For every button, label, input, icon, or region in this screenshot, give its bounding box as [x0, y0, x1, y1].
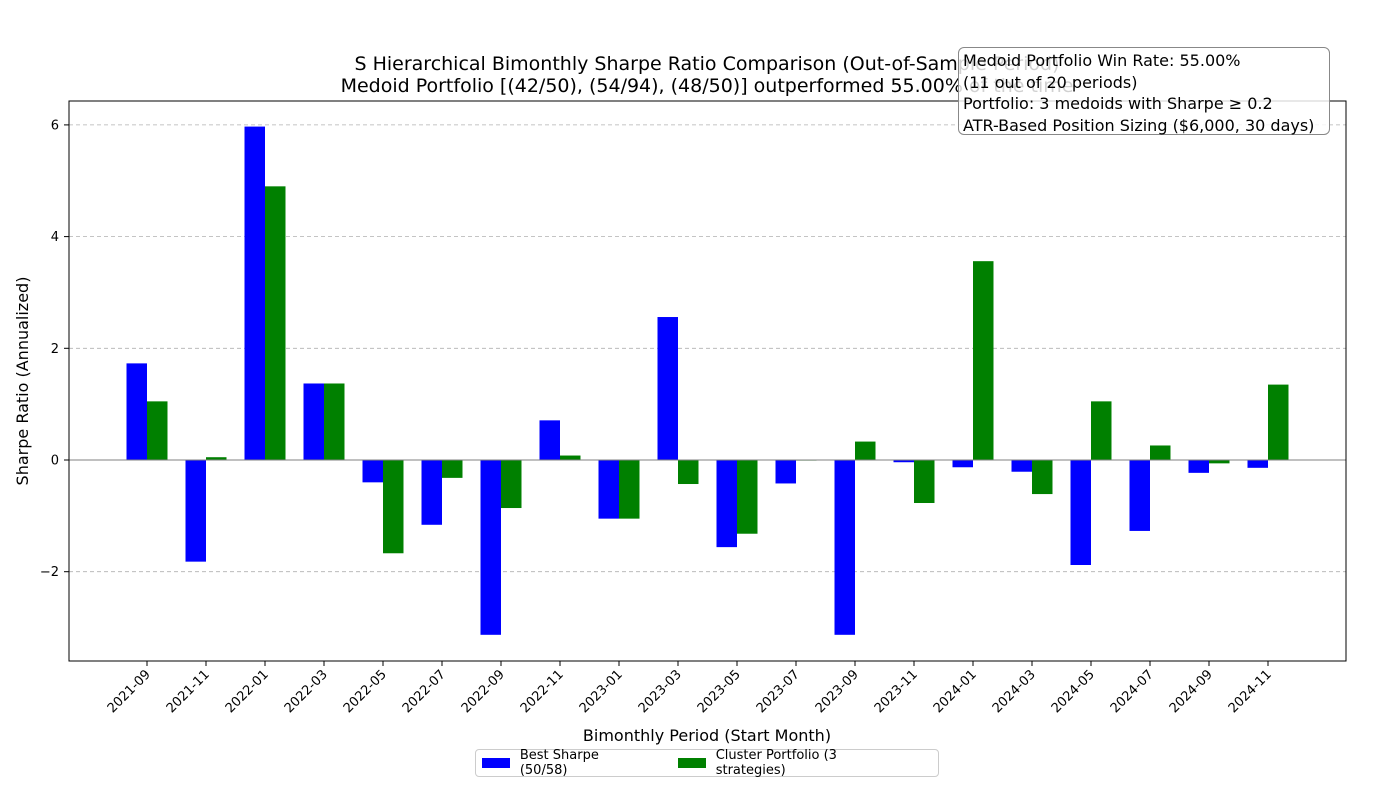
x-tick-label: 2023-03	[636, 667, 685, 716]
x-tick-label: 2024-01	[931, 667, 980, 716]
legend-swatch-best-sharpe	[482, 758, 510, 768]
bar-best-sharpe	[716, 460, 737, 548]
bar-cluster-portfolio	[383, 460, 404, 554]
y-tick-label: −2	[40, 565, 59, 580]
bar-best-sharpe	[893, 460, 914, 463]
bar-cluster-portfolio	[1091, 401, 1112, 460]
bar-cluster-portfolio	[855, 441, 876, 460]
x-tick-label: 2021-11	[164, 667, 213, 716]
bar-best-sharpe	[421, 460, 442, 525]
bar-best-sharpe	[1011, 460, 1032, 472]
bar-best-sharpe	[539, 420, 560, 460]
bar-best-sharpe	[303, 383, 324, 460]
bar-cluster-portfolio	[501, 460, 522, 509]
bar-cluster-portfolio	[442, 460, 463, 478]
bars	[126, 126, 1289, 635]
x-tick-label: 2024-11	[1226, 667, 1275, 716]
bar-cluster-portfolio	[1268, 384, 1289, 460]
y-tick-label: 4	[51, 230, 59, 245]
x-tick-label: 2023-05	[695, 667, 744, 716]
legend-label-cluster-portfolio: Cluster Portfolio (3 strategies)	[715, 748, 837, 778]
x-tick-label: 2024-07	[1108, 667, 1157, 716]
bar-best-sharpe	[1070, 460, 1091, 565]
bar-cluster-portfolio	[147, 401, 168, 460]
bar-best-sharpe	[244, 126, 265, 460]
x-tick-label: 2022-01	[223, 667, 272, 716]
bar-cluster-portfolio	[1209, 460, 1230, 464]
bar-cluster-portfolio	[737, 460, 758, 534]
annotation-line-3: Portfolio: 3 medoids with Sharpe ≥ 0.2	[963, 94, 1273, 113]
x-axis-label: Bimonthly Period (Start Month)	[583, 726, 831, 745]
x-tick-label: 2022-05	[341, 667, 390, 716]
x-axis-ticks: 2021-09 2021-11 2022-01 2022-03 2022-05 2022-…	[105, 661, 1275, 716]
bar-best-sharpe	[126, 363, 147, 460]
bar-best-sharpe	[1188, 460, 1209, 473]
bar-best-sharpe	[1129, 460, 1150, 531]
legend-label-best-sharpe: Best Sharpe (50/58)	[519, 748, 599, 778]
bar-best-sharpe	[480, 460, 501, 635]
bar-cluster-portfolio	[265, 186, 286, 460]
x-tick-label: 2023-11	[872, 667, 921, 716]
annotation-line-1: Medoid Portfolio Win Rate: 55.00%	[963, 51, 1241, 70]
bar-cluster-portfolio	[324, 383, 345, 460]
legend-item-best-sharpe: Best Sharpe (50/58)	[482, 748, 650, 778]
x-tick-label: 2022-07	[400, 667, 449, 716]
y-axis-ticks: 6 4 2 0 −2	[40, 118, 69, 580]
bar-cluster-portfolio	[619, 460, 640, 519]
chart-title: S Hierarchical Bimonthly Sharpe Ratio Co…	[354, 53, 1059, 75]
bar-best-sharpe	[598, 460, 619, 519]
bar-cluster-portfolio	[560, 455, 581, 460]
y-axis-label: Sharpe Ratio (Annualized)	[13, 277, 32, 486]
bar-best-sharpe	[952, 460, 973, 468]
x-tick-label: 2022-11	[518, 667, 567, 716]
bar-best-sharpe	[834, 460, 855, 635]
x-tick-label: 2024-05	[1049, 667, 1098, 716]
x-tick-label: 2021-09	[105, 667, 154, 716]
x-tick-label: 2022-09	[459, 667, 508, 716]
chart-subtitle: Medoid Portfolio [(42/50), (54/94), (48/…	[341, 75, 1074, 97]
x-tick-label: 2024-09	[1167, 667, 1216, 716]
bar-cluster-portfolio	[1032, 460, 1053, 495]
bar-cluster-portfolio	[1150, 445, 1171, 460]
annotation-line-4: ATR-Based Position Sizing ($6,000, 30 da…	[963, 115, 1315, 135]
x-tick-label: 2023-07	[754, 667, 803, 716]
bar-best-sharpe	[185, 460, 206, 562]
bar-best-sharpe	[657, 317, 678, 460]
plot-frame	[68, 100, 1347, 662]
bar-cluster-portfolio	[206, 457, 227, 460]
bar-cluster-portfolio	[914, 460, 935, 504]
bar-cluster-portfolio	[678, 460, 699, 485]
x-tick-label: 2023-09	[813, 667, 862, 716]
legend: Best Sharpe (50/58) Cluster Portfolio (3…	[475, 748, 939, 778]
annotation-box: Medoid Portfolio Win Rate: 55.00% (11 ou…	[958, 47, 1330, 135]
bar-best-sharpe	[775, 460, 796, 484]
bar-best-sharpe	[362, 460, 383, 483]
x-tick-label: 2022-03	[282, 667, 331, 716]
legend-item-cluster-portfolio: Cluster Portfolio (3 strategies)	[677, 748, 910, 778]
x-tick-label: 2023-01	[577, 667, 626, 716]
legend-swatch-cluster-portfolio	[677, 758, 706, 768]
bar-cluster-portfolio	[973, 261, 994, 460]
annotation-line-2: (11 out of 20 periods)	[963, 72, 1138, 92]
y-tick-label: 0	[51, 454, 59, 469]
x-tick-label: 2024-03	[990, 667, 1039, 716]
y-tick-label: 6	[51, 118, 59, 133]
y-tick-label: 2	[51, 342, 59, 357]
bar-best-sharpe	[1247, 460, 1268, 468]
